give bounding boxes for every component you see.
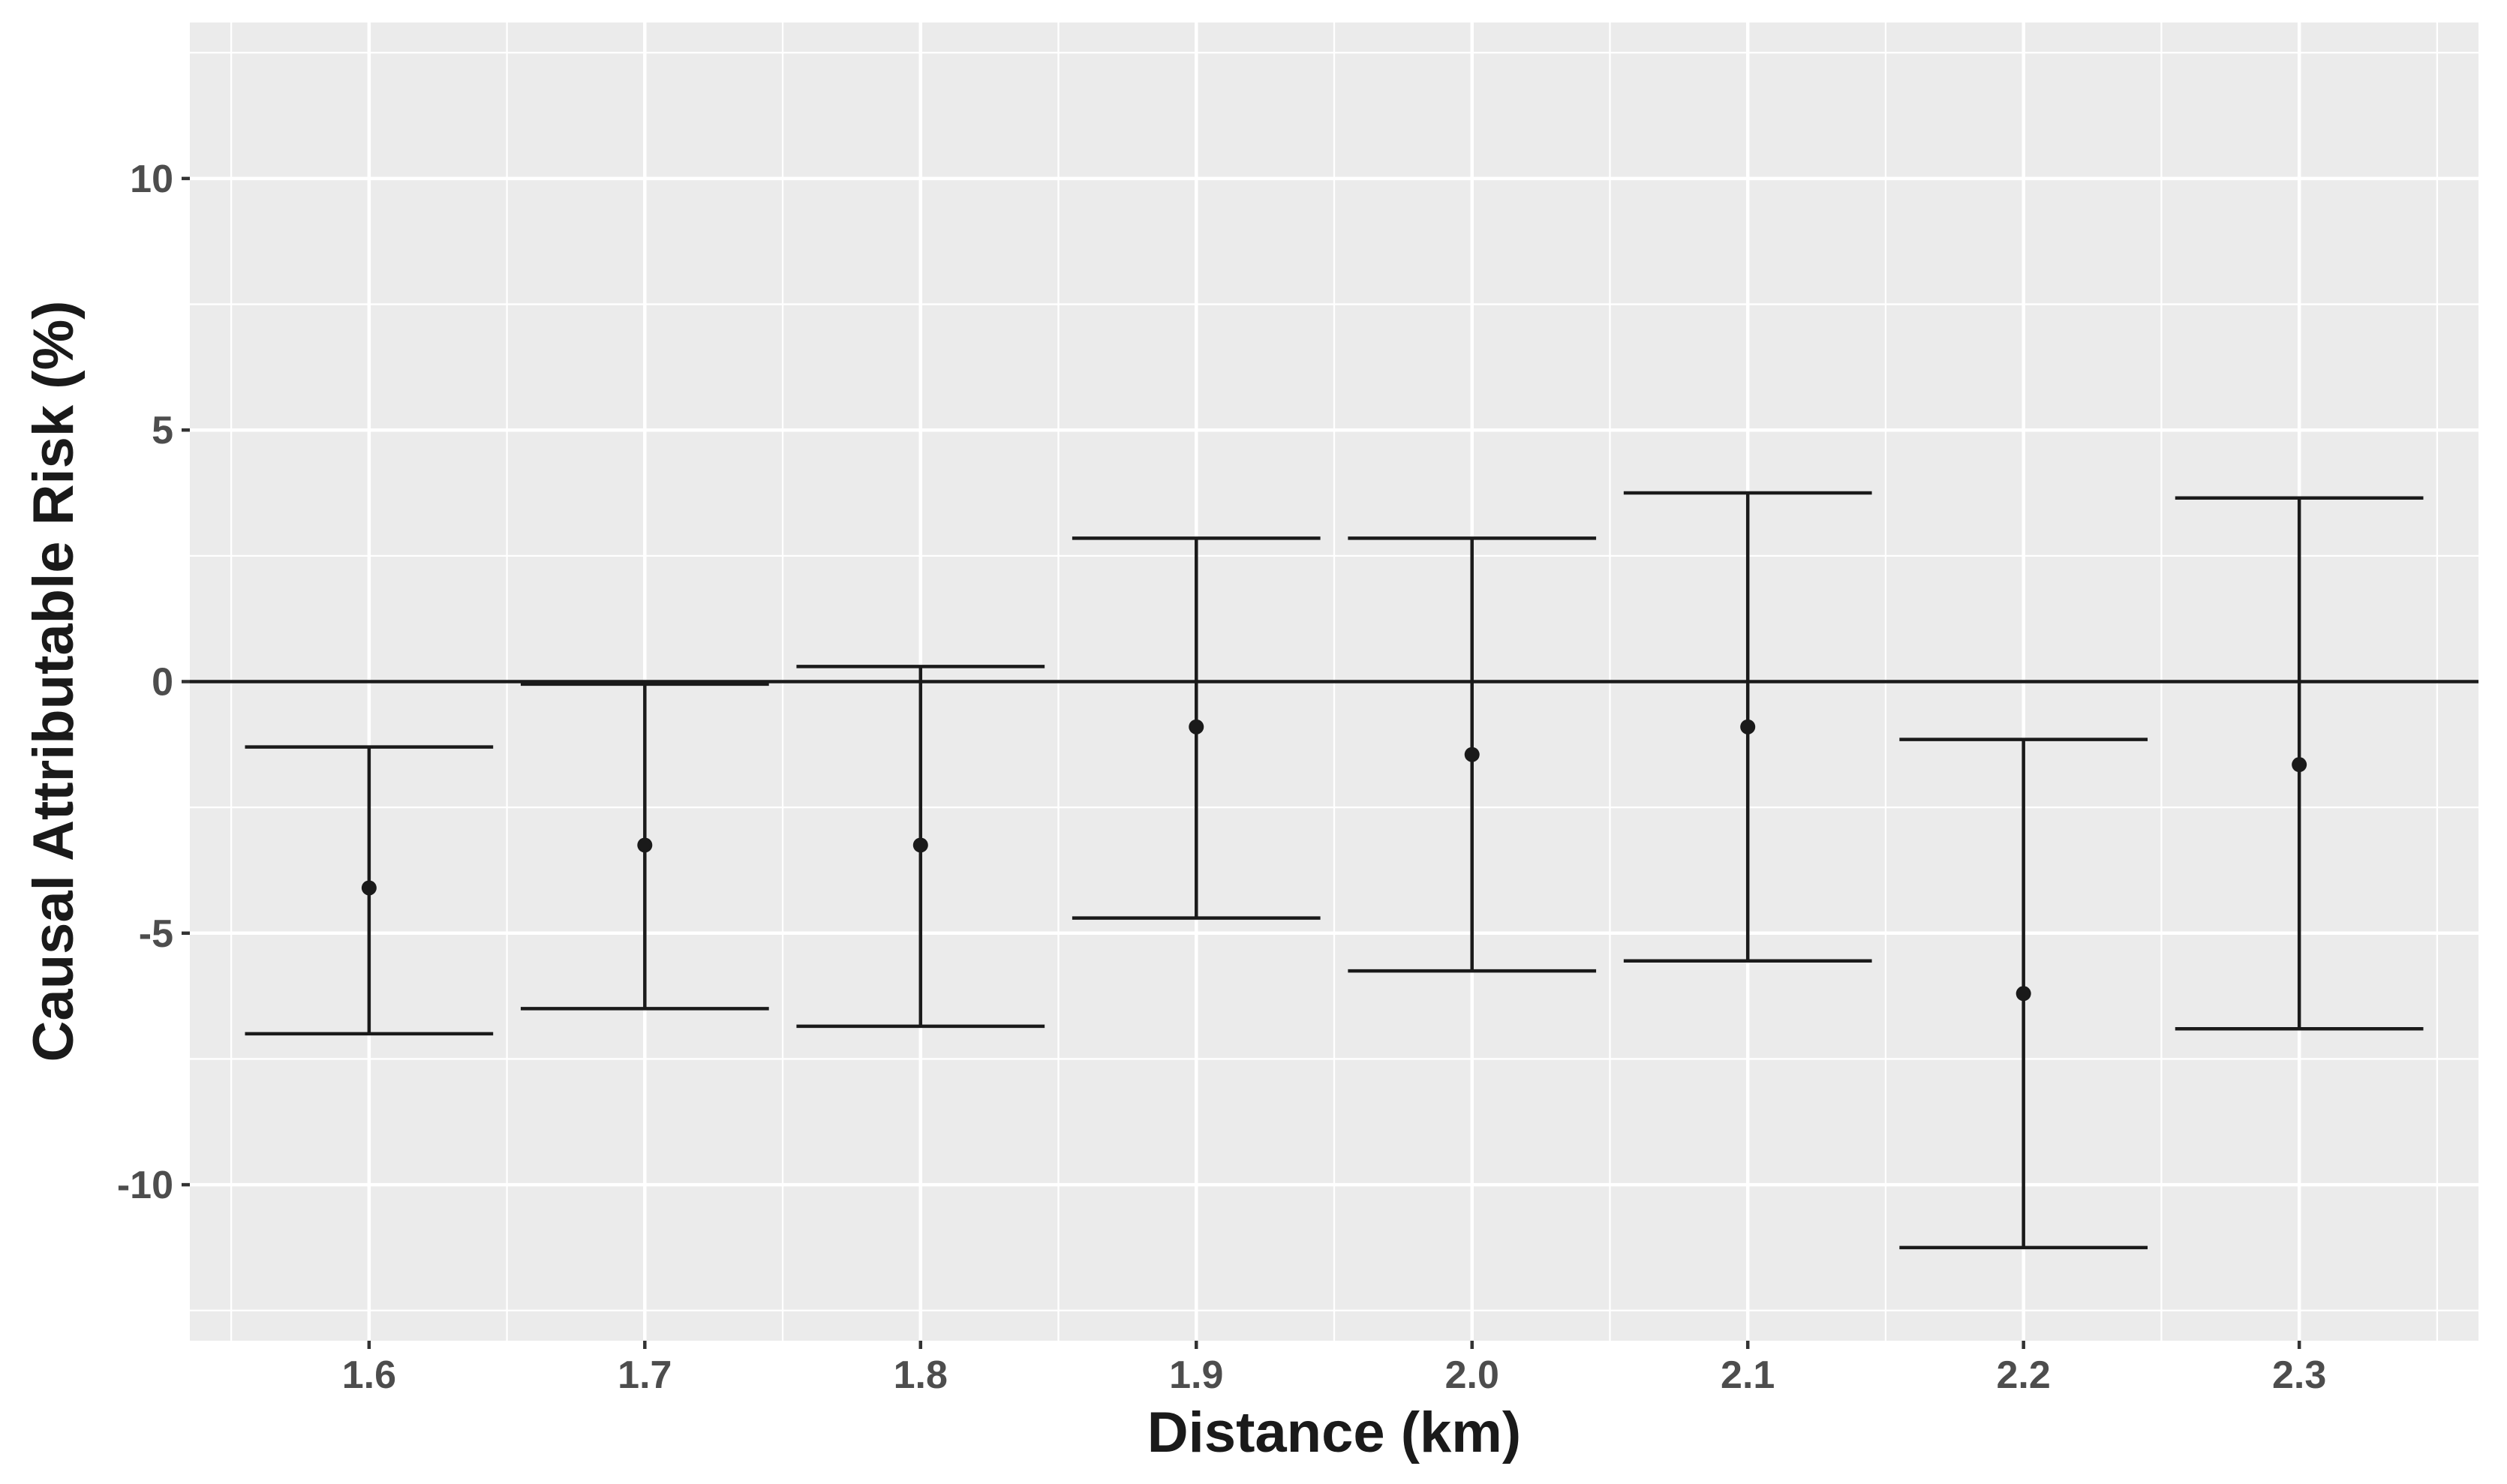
point-estimate-2 <box>912 837 928 853</box>
y-tick-label-4: -10 <box>117 1164 173 1207</box>
x-tick-label-5: 2.1 <box>1721 1353 1775 1397</box>
x-tick-label-3: 1.9 <box>1169 1353 1223 1397</box>
point-estimate-3 <box>1189 719 1204 734</box>
point-estimate-7 <box>2292 757 2307 773</box>
point-estimate-5 <box>1740 719 1756 734</box>
point-estimate-0 <box>361 880 377 896</box>
x-tick-label-4: 2.0 <box>1445 1353 1499 1397</box>
x-tick-label-2: 1.8 <box>894 1353 948 1397</box>
x-axis-title: Distance (km) <box>1147 1401 1521 1464</box>
x-tick-label-7: 2.3 <box>2272 1353 2326 1397</box>
point-estimate-4 <box>1464 747 1480 762</box>
x-axis-ticks: 1.6 1.7 1.8 1.9 2.0 2.1 2.2 2.3 <box>342 1341 2326 1397</box>
y-tick-label-1: 5 <box>152 409 173 452</box>
grid-minor <box>190 23 2478 1341</box>
y-tick-label-2: 0 <box>152 661 173 704</box>
x-tick-label-6: 2.2 <box>1997 1353 2051 1397</box>
point-estimates <box>361 719 2307 1002</box>
y-axis-title: Causal Attributable Risk (%) <box>22 301 86 1062</box>
y-axis-ticks: 10 5 0 -5 -10 <box>117 158 190 1207</box>
point-estimate-6 <box>2016 986 2031 1002</box>
y-tick-label-0: 10 <box>130 158 173 201</box>
x-tick-label-0: 1.6 <box>342 1353 396 1397</box>
point-estimate-1 <box>637 837 653 853</box>
x-tick-label-1: 1.7 <box>618 1353 672 1397</box>
y-tick-label-3: -5 <box>139 912 173 956</box>
